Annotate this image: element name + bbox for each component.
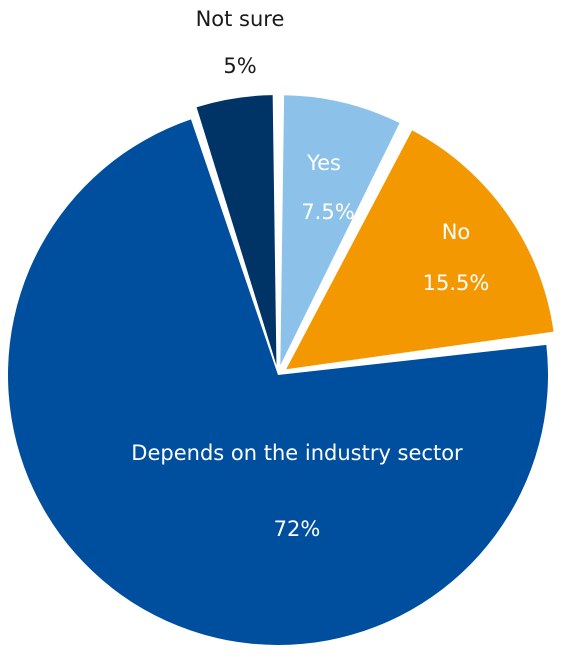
slice-label: Not sure: [196, 7, 285, 31]
pie-slice-yes: [280, 95, 400, 366]
slice-value-label: 72%: [274, 517, 321, 541]
pie-slice-no: [286, 130, 554, 370]
pie-slices: [7, 95, 554, 646]
slice-label: Depends on the industry sector: [131, 441, 463, 465]
pie-slice-not-sure: [196, 95, 277, 366]
slice-value-label: 15.5%: [423, 271, 490, 295]
slice-label: Yes: [306, 151, 341, 175]
slice-value-label: 7.5%: [301, 200, 354, 224]
pie-labels: Yes 7.5% No 15.5% Depends on the industry se…: [131, 7, 489, 541]
slice-value-label: 5%: [223, 54, 256, 78]
pie-slice-depends-on-the-industry-sector: [7, 119, 548, 646]
slice-label: No: [442, 220, 471, 244]
